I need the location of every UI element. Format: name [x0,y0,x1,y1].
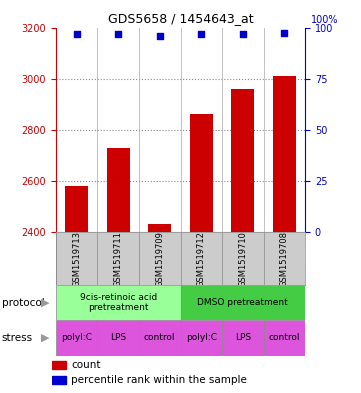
Text: GSM1519713: GSM1519713 [72,231,81,287]
Point [199,31,204,37]
Bar [56,320,97,356]
Text: polyI:C: polyI:C [61,334,92,342]
Text: ▶: ▶ [41,333,49,343]
Bar [264,320,305,356]
Point [240,31,245,37]
Text: control: control [144,334,175,342]
Bar [52,376,66,384]
Text: LPS: LPS [235,334,251,342]
Text: polyI:C: polyI:C [186,334,217,342]
Point [157,33,162,39]
Text: count: count [71,360,101,370]
Text: ▶: ▶ [41,298,49,308]
Text: GSM1519712: GSM1519712 [197,231,206,287]
Bar [56,285,180,320]
Point [116,31,121,37]
Text: GSM1519711: GSM1519711 [114,231,123,287]
Bar [222,320,264,356]
Text: DMSO pretreatment: DMSO pretreatment [197,298,288,307]
Title: GDS5658 / 1454643_at: GDS5658 / 1454643_at [108,12,253,25]
Bar [180,320,222,356]
Bar [231,89,254,232]
Text: protocol: protocol [2,298,44,308]
Text: LPS: LPS [110,334,126,342]
Bar [97,320,139,356]
Text: control: control [269,334,300,342]
Bar [107,148,130,232]
Text: stress: stress [2,333,33,343]
Text: GSM1519710: GSM1519710 [238,231,247,287]
Bar [180,285,305,320]
Text: 9cis-retinoic acid
pretreatment: 9cis-retinoic acid pretreatment [80,293,157,312]
Text: percentile rank within the sample: percentile rank within the sample [71,375,247,385]
Bar [273,76,296,232]
Text: 100%: 100% [310,15,338,25]
Bar [52,361,66,369]
Bar [139,320,180,356]
Bar [65,186,88,232]
Point [74,31,80,37]
Text: GSM1519709: GSM1519709 [155,231,164,287]
Bar [148,224,171,232]
Point [282,29,287,36]
Bar [190,114,213,232]
Text: GSM1519708: GSM1519708 [280,231,289,287]
